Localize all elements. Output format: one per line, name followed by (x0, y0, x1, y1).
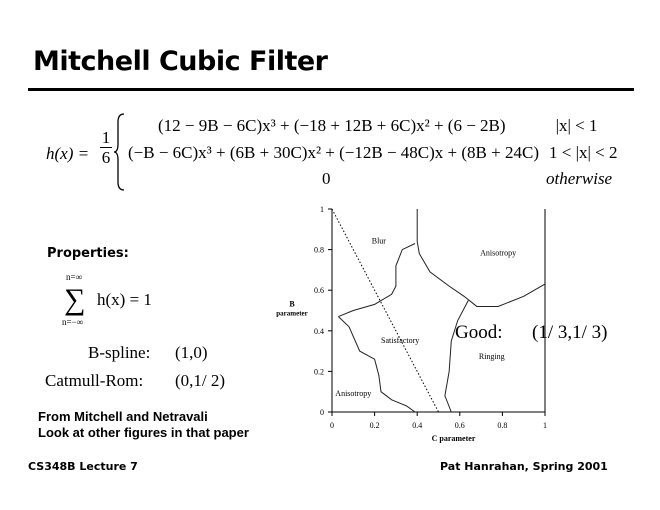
footer-left: CS348B Lecture 7 (28, 460, 138, 473)
properties-heading: Properties: (47, 246, 129, 261)
x-tick-label: 0.8 (497, 421, 507, 430)
y-tick-label: 0.8 (314, 246, 324, 255)
bspline-label: B-spline: (88, 343, 151, 362)
region-label: Satisfactory (381, 336, 419, 345)
x-tick-label: 0.2 (370, 421, 380, 430)
y-axis-label-1: B (289, 299, 295, 308)
fraction-numerator: 1 (100, 128, 112, 148)
region-boundary (338, 316, 416, 413)
x-axis-label: C parameter (432, 434, 476, 443)
title-divider (28, 88, 634, 91)
equation-fraction: 1 6 (100, 128, 112, 167)
case-2: (−B − 6C)x³ + (6B + 30C)x² + (−12B − 48C… (128, 143, 617, 163)
region-boundary (338, 243, 416, 318)
y-tick-label: 1 (320, 205, 324, 214)
y-tick-label: 0.6 (314, 286, 324, 295)
fraction-denominator: 6 (101, 148, 111, 167)
sum-symbol: ∑ (64, 283, 86, 316)
x-tick-label: 0.6 (455, 421, 465, 430)
case-3-cond: otherwise (546, 169, 613, 188)
x-tick-label: 0.4 (412, 421, 422, 430)
source-line-1: From Mitchell and Netravali (38, 409, 208, 424)
slide-title: Mitchell Cubic Filter (33, 46, 328, 77)
x-tick-label: 1 (543, 421, 547, 430)
region-boundary (444, 300, 469, 413)
case-2-cond: 1 < |x| < 2 (548, 143, 618, 162)
region-boundary (416, 209, 546, 307)
case-1-expr: (12 − 9B − 6C)x³ + (−18 + 12B + 6C)x² + … (158, 116, 506, 135)
case-2-expr: (−B − 6C)x³ + (6B + 30C)x² + (−12B − 48C… (128, 143, 539, 162)
equation-lhs: h(x) = (46, 144, 90, 163)
catmull-value: (0,1/ 2) (175, 371, 226, 390)
source-line-2: Look at other figures in that paper (38, 425, 249, 440)
region-label: Anisotropy (480, 249, 516, 258)
parameter-region-diagram: 0 0.2 0.4 0.6 0.8 1 0 0.2 0.4 0.6 0.8 1 C parameter B… (276, 205, 547, 443)
y-tick-label: 0 (320, 408, 324, 417)
sum-lower: n=−∞ (62, 317, 84, 327)
y-axis-label-2: parameter (276, 309, 307, 317)
catmull-label: Catmull-Rom: (45, 371, 144, 390)
good-value: (1/ 3,1/ 3) (532, 322, 608, 343)
case-3-expr: 0 (322, 169, 331, 188)
bspline-value: (1,0) (175, 343, 208, 362)
case-1-cond: |x| < 1 (555, 116, 598, 135)
region-label: Blur (372, 237, 387, 246)
sum-upper: n=∞ (66, 272, 82, 282)
region-label: Anisotropy (335, 389, 371, 398)
equation-brace (114, 113, 125, 191)
good-label: Good: (455, 322, 503, 343)
y-tick-label: 0.4 (314, 327, 324, 336)
sum-expression: h(x) = 1 (97, 290, 152, 309)
region-label: Ringing (479, 352, 505, 361)
footer-right: Pat Hanrahan, Spring 2001 (440, 460, 608, 473)
case-1: (12 − 9B − 6C)x³ + (−18 + 12B + 6C)x² + … (158, 116, 597, 136)
x-tick-label: 0 (330, 421, 334, 430)
y-tick-label: 0.2 (314, 367, 324, 376)
